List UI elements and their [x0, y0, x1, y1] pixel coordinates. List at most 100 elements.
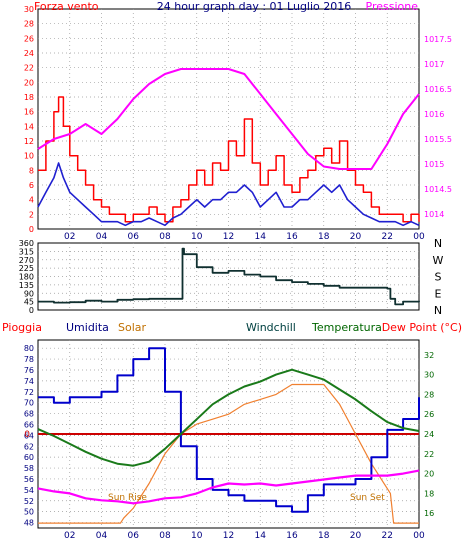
dewpoint-line	[37, 469, 420, 505]
x-tick-label: 16	[286, 232, 298, 242]
y-tick-label: 64	[24, 431, 34, 440]
y-tick-label: 8	[29, 166, 34, 175]
legend-solar: Solar	[118, 321, 147, 334]
wind-direction-series	[38, 247, 420, 306]
legend-dewpoint: Dew Point (°C)	[382, 321, 462, 334]
x-tick-label: 22	[382, 232, 393, 242]
wind-speed-line	[38, 96, 420, 223]
y-tick-label: 14	[24, 122, 34, 131]
y-tick-label: 50	[24, 508, 34, 517]
pressure-label: Pressione	[366, 0, 419, 13]
y-tick-label: 16	[424, 509, 434, 518]
y-tick-label: 52	[24, 497, 34, 506]
temperature-humidity-series	[37, 347, 420, 524]
y-tick-label: 1014.5	[424, 185, 452, 194]
x-tick-label: 12	[223, 531, 234, 541]
y-tick-label: 26	[424, 410, 434, 419]
y-tick-label: 225	[19, 264, 34, 273]
y-tick-label: 360	[19, 239, 34, 248]
y-tick-label: 2	[29, 210, 34, 219]
y-tick-label: 62	[24, 442, 34, 451]
y-tick-label: 30	[424, 371, 434, 380]
bottom-hour-ticks: 02 04 06 08 10 12 14 16 18 20 22 00	[64, 531, 425, 541]
legend-temperature: Temperatura	[311, 321, 382, 334]
x-tick-label: 00	[413, 232, 425, 242]
y-tick-label: 20	[24, 78, 34, 87]
y-tick-label: 54	[24, 486, 34, 495]
wind-base-line	[37, 162, 420, 227]
compass-label: S	[435, 271, 442, 284]
y-tick-label: 58	[24, 464, 34, 473]
y-tick-label: 1014	[424, 210, 444, 219]
x-tick-label: 22	[382, 531, 393, 541]
legend-rain: Pioggia	[2, 321, 42, 334]
x-tick-label: 18	[318, 531, 330, 541]
y-tick-label: 76	[24, 366, 34, 375]
y-tick-label: 270	[19, 256, 34, 265]
y-tick-label: 80	[24, 344, 34, 353]
y-tick-label: 135	[19, 281, 34, 290]
y-tick-label: 90	[24, 289, 34, 298]
x-tick-label: 06	[128, 531, 140, 541]
y-tick-label: 72	[24, 388, 34, 397]
compass-label: N	[434, 237, 442, 250]
y-tick-label: 68	[24, 410, 34, 419]
y-tick-label: 60	[24, 453, 34, 462]
y-tick-label: 22	[24, 64, 34, 73]
legend-humidity: Umidita	[66, 321, 109, 334]
wind-pressure-plot-area	[37, 8, 420, 230]
y-tick-label: 70	[24, 399, 34, 408]
windchill-line	[37, 368, 420, 467]
y-tick-label: 16	[24, 108, 34, 117]
wind-label: Forza vento	[34, 0, 99, 13]
y-tick-label: 12	[24, 137, 34, 146]
x-tick-label: 02	[64, 531, 75, 541]
legend-windchill: Windchill	[246, 321, 296, 334]
temperature-scale-ticks: 16 18 20 22 24 26 28 30 32	[424, 351, 434, 518]
temperature-humidity-grid	[38, 340, 419, 528]
x-tick-label: 14	[255, 531, 267, 541]
y-tick-label: 24	[24, 49, 34, 58]
wind-direction-line	[38, 247, 420, 306]
x-tick-label: 04	[96, 232, 108, 242]
y-tick-label: 1016	[424, 110, 444, 119]
y-tick-label: 315	[19, 247, 34, 256]
y-tick-label: 18	[24, 93, 34, 102]
y-tick-label: 18	[424, 489, 434, 498]
y-tick-label: 48	[24, 519, 34, 528]
x-tick-label: 00	[413, 531, 425, 541]
y-tick-label: 0	[29, 225, 34, 234]
x-tick-label: 02	[64, 232, 75, 242]
y-tick-label: 74	[24, 377, 34, 386]
rain-zero-label: 0	[24, 430, 30, 440]
humidity-line	[38, 347, 420, 513]
pressure-line	[37, 68, 420, 170]
y-tick-label: 1017.5	[424, 35, 452, 44]
x-tick-label: 18	[318, 232, 330, 242]
y-tick-label: 66	[24, 420, 34, 429]
y-tick-label: 78	[24, 355, 34, 364]
y-tick-label: 0	[29, 306, 34, 315]
x-tick-label: 06	[128, 232, 140, 242]
compass-label: N	[434, 304, 442, 317]
y-tick-label: 1017	[424, 60, 444, 69]
x-tick-label: 20	[350, 531, 362, 541]
y-tick-label: 1015.5	[424, 135, 452, 144]
wind-pressure-series	[37, 68, 420, 227]
y-tick-label: 1016.5	[424, 85, 452, 94]
chart-title: 24 hour graph day : 01 Luglio 2016	[157, 0, 352, 13]
compass-label: E	[435, 287, 442, 300]
y-tick-label: 26	[24, 34, 34, 43]
y-tick-label: 22	[424, 450, 434, 459]
y-tick-label: 28	[24, 20, 34, 29]
y-tick-label: 30	[24, 5, 34, 14]
x-tick-label: 16	[286, 531, 298, 541]
y-tick-label: 10	[24, 152, 34, 161]
